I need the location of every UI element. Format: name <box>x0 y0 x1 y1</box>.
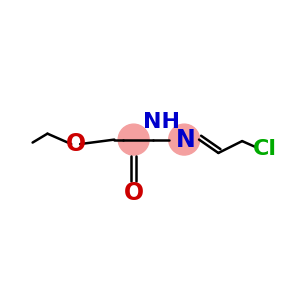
Text: Cl: Cl <box>252 139 276 158</box>
Text: NH: NH <box>143 112 180 132</box>
Circle shape <box>169 124 200 155</box>
Text: O: O <box>124 181 144 205</box>
Text: O: O <box>66 132 86 156</box>
Circle shape <box>118 124 149 155</box>
Text: N: N <box>176 128 195 152</box>
